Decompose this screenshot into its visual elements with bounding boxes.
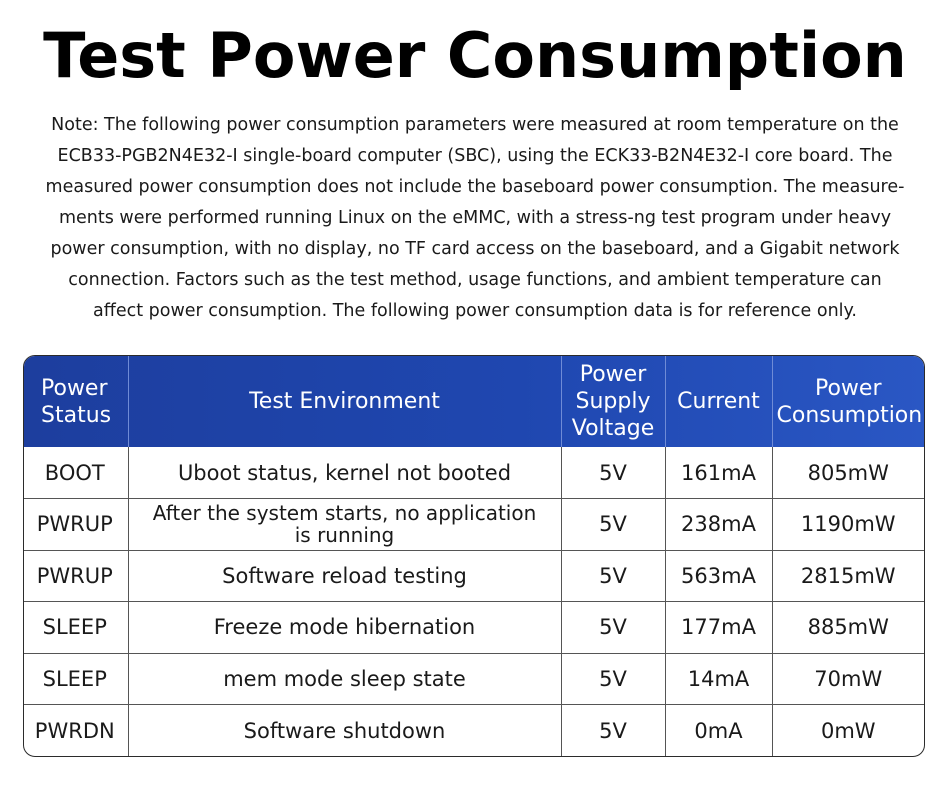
- cell-current: 177mA: [665, 601, 773, 653]
- cell-consumption: 2815mW: [772, 549, 924, 602]
- cell-environment: mem mode sleep state: [128, 652, 562, 705]
- header-power-status: Power Status: [24, 356, 129, 447]
- cell-consumption: 805mW: [807, 460, 889, 485]
- note-line: Note: The following power consumption pa…: [51, 115, 899, 135]
- header-test-environment: Test Environment: [128, 356, 562, 447]
- header-current: Current: [665, 356, 773, 447]
- cell-consumption: 885mW: [772, 601, 924, 653]
- table-row: PWRUP Software reload testing 5V 563mA 2…: [24, 549, 924, 602]
- note-line: power consumption, with no display, no T…: [50, 239, 900, 259]
- note-line: affect power consumption. The following …: [93, 301, 857, 321]
- cell-environment: Software reload testing: [128, 549, 562, 602]
- cell-environment: Freeze mode hibernation: [128, 601, 562, 653]
- cell-environment: Software shutdown: [128, 704, 562, 756]
- environment-line: Uboot status, kernel not booted: [177, 460, 512, 485]
- header-power-consumption: Power Consumption: [772, 356, 924, 447]
- cell-environment: Uboot status, kernel not booted: [128, 447, 562, 499]
- cell-status: BOOT: [24, 447, 129, 499]
- note-line: measured power consumption does not incl…: [45, 177, 905, 197]
- header-line: Power: [814, 375, 882, 401]
- note-paragraph: Note: The following power consumption pa…: [20, 110, 930, 327]
- header-line: Supply: [575, 389, 651, 414]
- cell-status: PWRUP: [24, 498, 129, 550]
- environment-line: Software reload testing: [222, 563, 467, 588]
- note-line: ments were performed running Linux on th…: [58, 208, 892, 228]
- header-line: Consumption: [776, 402, 923, 428]
- cell-consumption: 70mW: [772, 652, 924, 705]
- table-row: SLEEP mem mode sleep state 5V 14mA 70mW: [24, 652, 924, 705]
- cell-status: PWRDN: [24, 704, 129, 756]
- table-row: SLEEP Freeze mode hibernation 5V 177mA 8…: [24, 601, 924, 653]
- page-title: Test Power Consumption: [43, 19, 907, 92]
- table-header-row: Power Status Test Environment Power Supp…: [24, 356, 924, 447]
- environment-line: mem mode sleep state: [223, 666, 466, 691]
- power-table-container: Power Status Test Environment Power Supp…: [23, 355, 925, 757]
- table-row: PWRDN Software shutdown 5V 0mA 0mW: [24, 704, 924, 756]
- header-supply-voltage: Power Supply Voltage: [561, 356, 666, 447]
- cell-voltage: 5V: [561, 601, 666, 653]
- header-line: Voltage: [571, 416, 655, 441]
- cell-voltage: 5V: [561, 652, 666, 705]
- header-line: Status: [41, 402, 112, 428]
- cell-consumption: 1190mW: [772, 498, 924, 550]
- header-line: Current: [677, 389, 760, 414]
- cell-current: 563mA: [665, 549, 773, 602]
- power-consumption-table: Power Status Test Environment Power Supp…: [24, 356, 924, 756]
- cell-voltage: 5V: [561, 498, 666, 550]
- environment-line: is running: [294, 523, 395, 548]
- cell-current: 161mA: [665, 447, 773, 499]
- cell-status: SLEEP: [24, 652, 129, 705]
- header-line: Test Environment: [249, 389, 440, 414]
- cell-status: SLEEP: [24, 601, 129, 653]
- cell-voltage: 5V: [561, 447, 666, 499]
- cell-current: 0mA: [665, 704, 773, 756]
- table-row: BOOT Uboot status, kernel not booted 5V …: [24, 447, 924, 499]
- cell-voltage: 5V: [561, 704, 666, 756]
- note-line: ECB33-PGB2N4E32-I single-board computer …: [57, 146, 893, 166]
- cell-current: 14mA: [665, 652, 773, 705]
- cell-consumption: 0mW: [772, 704, 924, 756]
- environment-line: Freeze mode hibernation: [213, 615, 476, 640]
- environment-line: Software shutdown: [243, 718, 446, 743]
- cell-voltage: 5V: [561, 549, 666, 602]
- header-line: Power: [579, 362, 647, 387]
- cell-status: PWRUP: [24, 549, 129, 602]
- environment-line: After the system starts, no application: [152, 501, 537, 526]
- note-line: connection. Factors such as the test met…: [68, 270, 882, 290]
- header-line: Power: [41, 375, 108, 401]
- cell-current: 238mA: [665, 498, 773, 550]
- cell-environment: After the system starts, no application …: [128, 498, 562, 550]
- table-row: PWRUP After the system starts, no applic…: [24, 498, 924, 550]
